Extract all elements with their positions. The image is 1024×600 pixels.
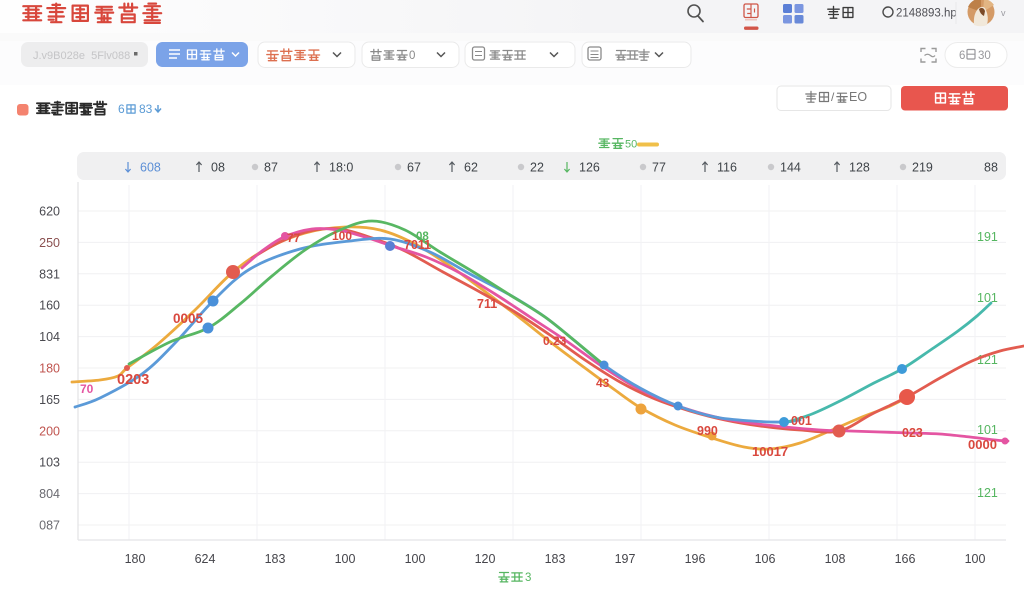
- svg-text:6: 6: [118, 102, 125, 116]
- svg-text:104: 104: [39, 330, 60, 344]
- svg-text:101: 101: [977, 423, 998, 437]
- svg-text:106: 106: [755, 552, 776, 566]
- svg-text:608: 608: [140, 161, 161, 175]
- svg-text:990: 990: [697, 424, 718, 438]
- svg-text:0.23: 0.23: [543, 334, 567, 348]
- svg-text:197: 197: [615, 552, 636, 566]
- svg-text:43: 43: [596, 376, 610, 390]
- svg-text:001: 001: [791, 414, 812, 428]
- svg-text:121: 121: [977, 486, 998, 500]
- svg-text:J.v9B028e 5Flv088: J.v9B028e 5Flv088: [33, 50, 130, 62]
- svg-text:100: 100: [405, 552, 426, 566]
- svg-text:08: 08: [211, 161, 225, 175]
- svg-text:0000: 0000: [968, 437, 997, 452]
- svg-text:77: 77: [287, 231, 301, 245]
- svg-text:087: 087: [39, 519, 60, 533]
- svg-text:196: 196: [685, 552, 706, 566]
- svg-text:624: 624: [195, 552, 216, 566]
- svg-text:100: 100: [965, 552, 986, 566]
- svg-text:804: 804: [39, 487, 60, 501]
- svg-text:166: 166: [895, 552, 916, 566]
- svg-text:EO: EO: [849, 90, 867, 104]
- svg-text:620: 620: [39, 205, 60, 219]
- svg-text:108: 108: [825, 552, 846, 566]
- svg-text:023: 023: [902, 426, 923, 440]
- svg-text:183: 183: [265, 552, 286, 566]
- svg-text:120: 120: [475, 552, 496, 566]
- svg-text:144: 144: [780, 161, 801, 175]
- svg-text:30: 30: [978, 50, 991, 62]
- svg-text:08: 08: [416, 231, 429, 243]
- svg-text:116: 116: [717, 161, 737, 175]
- svg-text:100: 100: [332, 229, 352, 243]
- svg-text:101: 101: [977, 291, 998, 305]
- svg-text:103: 103: [39, 456, 60, 470]
- svg-text:83: 83: [139, 102, 153, 116]
- svg-text:0005: 0005: [173, 311, 204, 326]
- svg-text:22: 22: [530, 161, 544, 175]
- svg-text:0203: 0203: [117, 372, 149, 388]
- svg-text:77: 77: [652, 161, 666, 175]
- svg-text:180: 180: [125, 552, 146, 566]
- svg-text:191: 191: [977, 230, 998, 244]
- svg-text:0: 0: [409, 50, 415, 62]
- svg-text:10017: 10017: [752, 444, 788, 459]
- svg-text:/: /: [831, 90, 835, 104]
- svg-text:62: 62: [464, 161, 478, 175]
- svg-text:831: 831: [39, 267, 60, 281]
- svg-text:165: 165: [39, 393, 60, 407]
- svg-text:219: 219: [912, 161, 933, 175]
- svg-text:180: 180: [39, 362, 60, 376]
- svg-text:160: 160: [39, 299, 60, 313]
- svg-text:88: 88: [984, 161, 998, 175]
- svg-text:126: 126: [579, 161, 600, 175]
- svg-text:7011: 7011: [404, 238, 431, 252]
- svg-text:711: 711: [477, 297, 497, 311]
- svg-text:87: 87: [264, 161, 278, 175]
- svg-text:3: 3: [525, 572, 531, 584]
- svg-text:50: 50: [625, 139, 637, 151]
- svg-text:18:0: 18:0: [329, 161, 353, 175]
- svg-text:183: 183: [545, 552, 566, 566]
- svg-text:250: 250: [39, 236, 60, 250]
- svg-text:100: 100: [335, 552, 356, 566]
- svg-text:67: 67: [407, 161, 421, 175]
- svg-text:128: 128: [849, 161, 870, 175]
- svg-text:6: 6: [959, 50, 965, 62]
- svg-text:200: 200: [39, 424, 60, 438]
- svg-text:2148893.hp: 2148893.hp: [896, 8, 957, 20]
- svg-text:70: 70: [80, 382, 94, 396]
- svg-text:v: v: [1001, 8, 1006, 18]
